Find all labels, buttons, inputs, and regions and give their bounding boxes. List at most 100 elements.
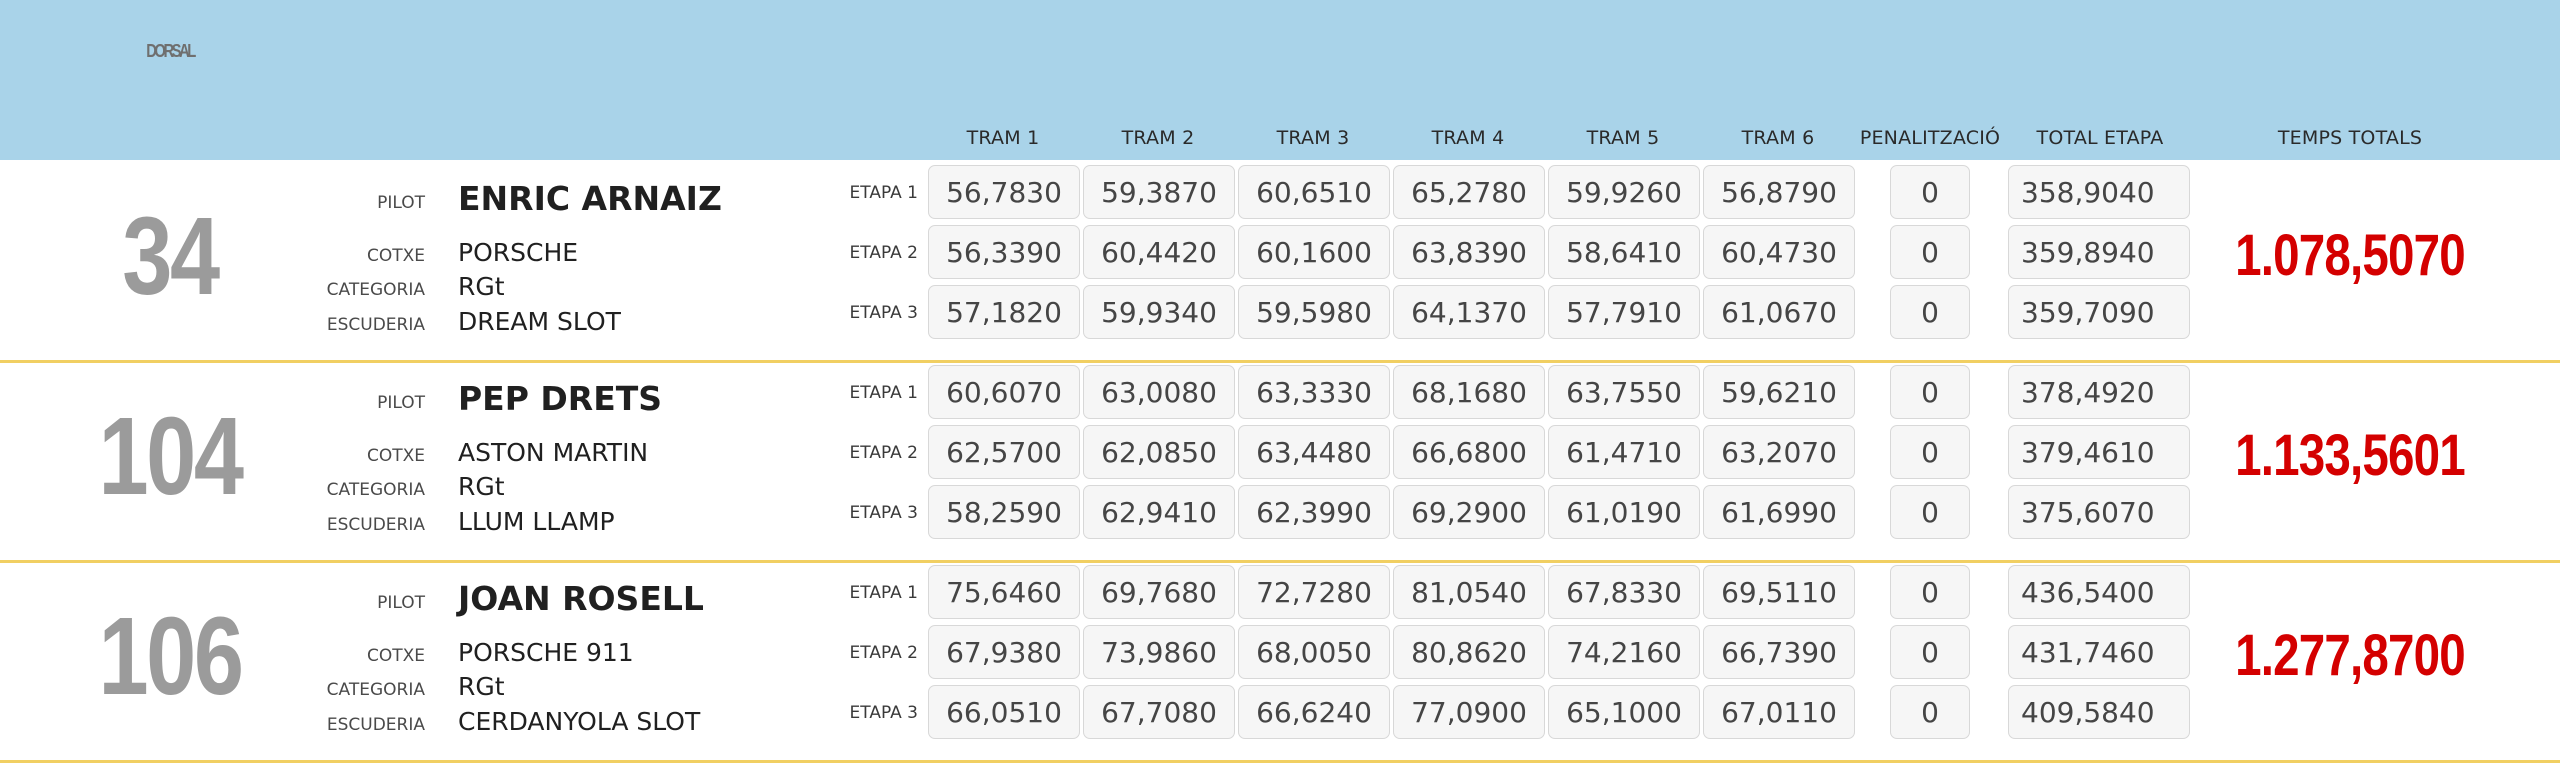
total-etapa-cell: 379,4610 bbox=[2008, 425, 2190, 479]
penalitzacio-cell: 0 bbox=[1890, 285, 1970, 339]
penalitzacio-cell: 0 bbox=[1890, 165, 1970, 219]
pilot-name: JOAN ROSELL bbox=[458, 579, 704, 618]
tram-time-cell: 63,7550 bbox=[1548, 365, 1700, 419]
tram-time-cell: 59,3870 bbox=[1083, 165, 1235, 219]
header-tram-1: TRAM 1 bbox=[966, 127, 1040, 149]
pilot-name: PEP DRETS bbox=[458, 379, 663, 418]
tram-time-cell: 62,5700 bbox=[928, 425, 1080, 479]
tram-time-cell: 59,6210 bbox=[1703, 365, 1855, 419]
header-tram-6: TRAM 6 bbox=[1741, 127, 1815, 149]
tram-time-cell: 61,6990 bbox=[1703, 485, 1855, 539]
tram-time-cell: 74,2160 bbox=[1548, 625, 1700, 679]
tram-time-cell: 69,2900 bbox=[1393, 485, 1545, 539]
cotxe-label: COTXE bbox=[366, 246, 425, 266]
etapa-label: ETAPA 3 bbox=[849, 703, 918, 723]
total-etapa-cell: 409,5840 bbox=[2008, 685, 2190, 739]
header-dorsal: DORSAL bbox=[146, 41, 196, 61]
etapa-label: ETAPA 1 bbox=[849, 583, 918, 603]
entry-row: 104 PILOT PEP DRETS COTXE ASTON MARTIN CATEGO… bbox=[0, 360, 2560, 563]
tram-time-cell: 67,0110 bbox=[1703, 685, 1855, 739]
tram-time-cell: 62,3990 bbox=[1238, 485, 1390, 539]
penalitzacio-cell: 0 bbox=[1890, 485, 1970, 539]
tram-time-cell: 61,0190 bbox=[1548, 485, 1700, 539]
tram-time-cell: 57,1820 bbox=[928, 285, 1080, 339]
etapa-label: ETAPA 3 bbox=[849, 303, 918, 323]
tram-time-cell: 64,1370 bbox=[1393, 285, 1545, 339]
tram-time-cell: 66,7390 bbox=[1703, 625, 1855, 679]
tram-time-cell: 60,1600 bbox=[1238, 225, 1390, 279]
categoria-label: CATEGORIA bbox=[326, 480, 425, 500]
categoria-value: RGt bbox=[458, 472, 505, 501]
tram-time-cell: 63,3330 bbox=[1238, 365, 1390, 419]
cotxe-label: COTXE bbox=[366, 646, 425, 666]
penalitzacio-cell: 0 bbox=[1890, 425, 1970, 479]
dorsal-number: 106 bbox=[98, 595, 244, 718]
tram-time-cell: 56,7830 bbox=[928, 165, 1080, 219]
escuderia-label: ESCUDERIA bbox=[326, 715, 425, 735]
total-etapa-cell: 358,9040 bbox=[2008, 165, 2190, 219]
tram-time-cell: 68,1680 bbox=[1393, 365, 1545, 419]
header-tram-3: TRAM 3 bbox=[1276, 127, 1350, 149]
etapa-label: ETAPA 2 bbox=[849, 443, 918, 463]
tram-time-cell: 61,4710 bbox=[1548, 425, 1700, 479]
tram-time-cell: 58,2590 bbox=[928, 485, 1080, 539]
tram-time-cell: 66,6800 bbox=[1393, 425, 1545, 479]
tram-time-cell: 81,0540 bbox=[1393, 565, 1545, 619]
tram-time-cell: 62,0850 bbox=[1083, 425, 1235, 479]
entry-row: 106 PILOT JOAN ROSELL COTXE PORSCHE 911 CATEG… bbox=[0, 560, 2560, 763]
tram-time-cell: 69,7680 bbox=[1083, 565, 1235, 619]
etapa-label: ETAPA 1 bbox=[849, 183, 918, 203]
penalitzacio-cell: 0 bbox=[1890, 365, 1970, 419]
tram-time-cell: 56,8790 bbox=[1703, 165, 1855, 219]
tram-time-cell: 66,0510 bbox=[928, 685, 1080, 739]
tram-time-cell: 77,0900 bbox=[1393, 685, 1545, 739]
tram-time-cell: 72,7280 bbox=[1238, 565, 1390, 619]
tram-time-cell: 68,0050 bbox=[1238, 625, 1390, 679]
tram-time-cell: 59,9340 bbox=[1083, 285, 1235, 339]
escuderia-label: ESCUDERIA bbox=[326, 515, 425, 535]
temps-totals-value: 1.078,5070 bbox=[2235, 223, 2466, 288]
total-etapa-cell: 375,6070 bbox=[2008, 485, 2190, 539]
header-tram-5: TRAM 5 bbox=[1586, 127, 1660, 149]
cotxe-label: COTXE bbox=[366, 446, 425, 466]
penalitzacio-cell: 0 bbox=[1890, 685, 1970, 739]
header-temps-totals: TEMPS TOTALS bbox=[2277, 127, 2423, 149]
tram-time-cell: 62,9410 bbox=[1083, 485, 1235, 539]
categoria-value: RGt bbox=[458, 672, 505, 701]
tram-time-cell: 56,3390 bbox=[928, 225, 1080, 279]
tram-time-cell: 67,8330 bbox=[1548, 565, 1700, 619]
temps-totals-value: 1.133,5601 bbox=[2235, 423, 2466, 488]
tram-time-cell: 59,9260 bbox=[1548, 165, 1700, 219]
tram-time-cell: 69,5110 bbox=[1703, 565, 1855, 619]
escuderia-label: ESCUDERIA bbox=[326, 315, 425, 335]
cotxe-value: PORSCHE 911 bbox=[458, 638, 634, 667]
categoria-label: CATEGORIA bbox=[326, 280, 425, 300]
tram-time-cell: 63,0080 bbox=[1083, 365, 1235, 419]
categoria-label: CATEGORIA bbox=[326, 680, 425, 700]
tram-time-cell: 73,9860 bbox=[1083, 625, 1235, 679]
total-etapa-cell: 431,7460 bbox=[2008, 625, 2190, 679]
cotxe-value: PORSCHE bbox=[458, 238, 579, 267]
tram-time-cell: 63,2070 bbox=[1703, 425, 1855, 479]
tram-time-cell: 65,1000 bbox=[1548, 685, 1700, 739]
tram-time-cell: 60,6510 bbox=[1238, 165, 1390, 219]
penalitzacio-cell: 0 bbox=[1890, 565, 1970, 619]
header-total-etapa: TOTAL ETAPA bbox=[2036, 127, 2164, 149]
etapa-label: ETAPA 3 bbox=[849, 503, 918, 523]
etapa-label: ETAPA 2 bbox=[849, 243, 918, 263]
pilot-label: PILOT bbox=[377, 393, 425, 413]
header-tram-4: TRAM 4 bbox=[1431, 127, 1505, 149]
header-penalitzacio: PENALITZACIÓ bbox=[1859, 127, 2001, 149]
tram-time-cell: 60,4730 bbox=[1703, 225, 1855, 279]
escuderia-value: DREAM SLOT bbox=[458, 307, 621, 336]
tram-time-cell: 58,6410 bbox=[1548, 225, 1700, 279]
entry-row: 34 PILOT ENRIC ARNAIZ COTXE PORSCHE CATEGORIA… bbox=[0, 160, 2560, 363]
tram-time-cell: 61,0670 bbox=[1703, 285, 1855, 339]
total-etapa-cell: 359,8940 bbox=[2008, 225, 2190, 279]
dorsal-number: 34 bbox=[122, 195, 220, 318]
tram-time-cell: 60,4420 bbox=[1083, 225, 1235, 279]
penalitzacio-cell: 0 bbox=[1890, 225, 1970, 279]
tram-time-cell: 60,6070 bbox=[928, 365, 1080, 419]
pilot-label: PILOT bbox=[377, 593, 425, 613]
temps-totals-value: 1.277,8700 bbox=[2235, 623, 2466, 688]
